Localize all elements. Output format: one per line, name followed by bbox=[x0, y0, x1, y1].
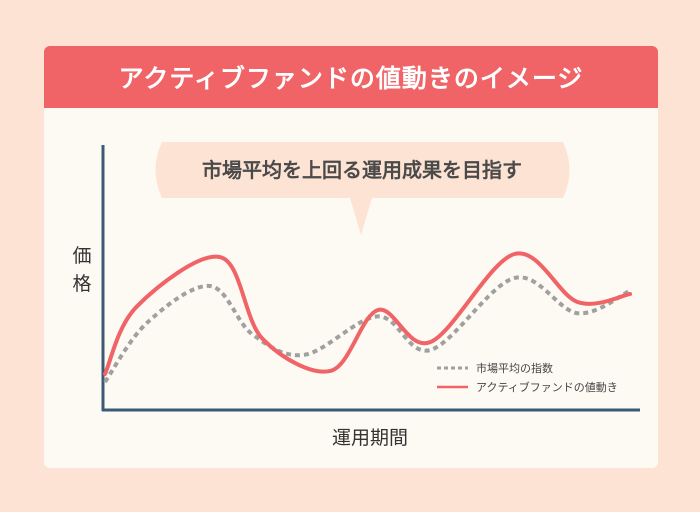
legend-label-market-index: 市場平均の指数 bbox=[476, 361, 553, 375]
series-line-active-fund bbox=[103, 251, 632, 376]
series-line-market-index bbox=[103, 275, 631, 384]
callout-text: 市場平均を上回る運用成果を目指す bbox=[202, 158, 522, 182]
legend-label-active-fund: アクティブファンドの値動き bbox=[476, 380, 618, 394]
y-axis-label-char: 格 bbox=[72, 273, 91, 295]
x-axis-label: 運用期間 bbox=[332, 427, 408, 449]
chart-card: アクティブファンドの値動きのイメージ bbox=[44, 46, 658, 468]
y-axis-label-char: 価 bbox=[72, 245, 91, 267]
legend: 市場平均の指数 アクティブファンドの値動き bbox=[437, 361, 618, 394]
callout-bubble bbox=[155, 142, 570, 235]
page-title: アクティブファンドの値動きのイメージ bbox=[44, 46, 658, 108]
